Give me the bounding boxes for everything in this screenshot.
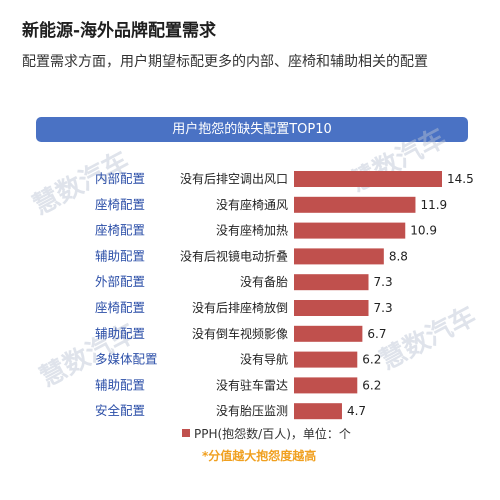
item-label: 没有座椅通风: [216, 197, 288, 212]
bar: [294, 325, 363, 342]
item-label: 没有胎压监测: [216, 403, 288, 418]
value-label: 6.2: [362, 353, 381, 367]
category-group-label: 外部配置: [95, 274, 145, 289]
item-label: 没有备胎: [240, 274, 288, 289]
page-subtitle: 配置需求方面，用户期望标配更多的内部、座椅和辅助相关的配置: [22, 54, 428, 70]
value-label: 11.9: [420, 198, 447, 212]
bar: [294, 248, 384, 265]
category-group-label: 座椅配置: [95, 223, 145, 238]
item-label: 没有座椅加热: [216, 223, 288, 238]
bar: [294, 274, 369, 291]
value-label: 10.9: [410, 224, 437, 238]
category-group-label: 辅助配置: [95, 377, 145, 392]
chart-title-banner: 用户抱怨的缺失配置TOP10: [36, 117, 468, 142]
legend-label: PPH(抱怨数/百人)，单位：个: [194, 427, 351, 441]
item-label: 没有导航: [240, 352, 288, 367]
category-group-label: 安全配置: [95, 403, 145, 418]
bar: [294, 222, 406, 239]
category-group-label: 座椅配置: [95, 197, 145, 212]
item-label: 没有后排座椅放倒: [192, 300, 288, 315]
category-group-label: 辅助配置: [95, 326, 145, 341]
bar: [294, 377, 358, 394]
category-group-label: 多媒体配置: [95, 352, 158, 367]
legend: PPH(抱怨数/百人)，单位：个: [182, 425, 351, 442]
item-label: 没有后视镜电动折叠: [180, 248, 288, 263]
item-label: 没有后排空调出风口: [180, 171, 288, 186]
value-label: 6.2: [362, 378, 381, 392]
value-label: 4.7: [347, 404, 366, 418]
legend-swatch: [182, 429, 190, 437]
item-label: 没有倒车视频影像: [192, 326, 288, 341]
bar: [294, 196, 416, 213]
item-label: 没有驻车雷达: [216, 377, 288, 392]
bar: [294, 171, 442, 187]
category-group-label: 辅助配置: [95, 248, 145, 263]
page-title: 新能源-海外品牌配置需求: [22, 21, 217, 41]
category-group-label: 座椅配置: [95, 300, 145, 315]
value-label: 6.7: [367, 327, 386, 341]
bar: [294, 351, 358, 368]
category-group-label: 内部配置: [95, 171, 145, 186]
bar: [294, 300, 369, 316]
value-label: 8.8: [389, 249, 408, 263]
value-label: 7.3: [374, 275, 393, 289]
value-label: 7.3: [374, 301, 393, 315]
chart-note: *分值越大抱怨度越高: [202, 449, 317, 463]
value-label: 14.5: [447, 172, 474, 186]
bar: [294, 403, 342, 420]
